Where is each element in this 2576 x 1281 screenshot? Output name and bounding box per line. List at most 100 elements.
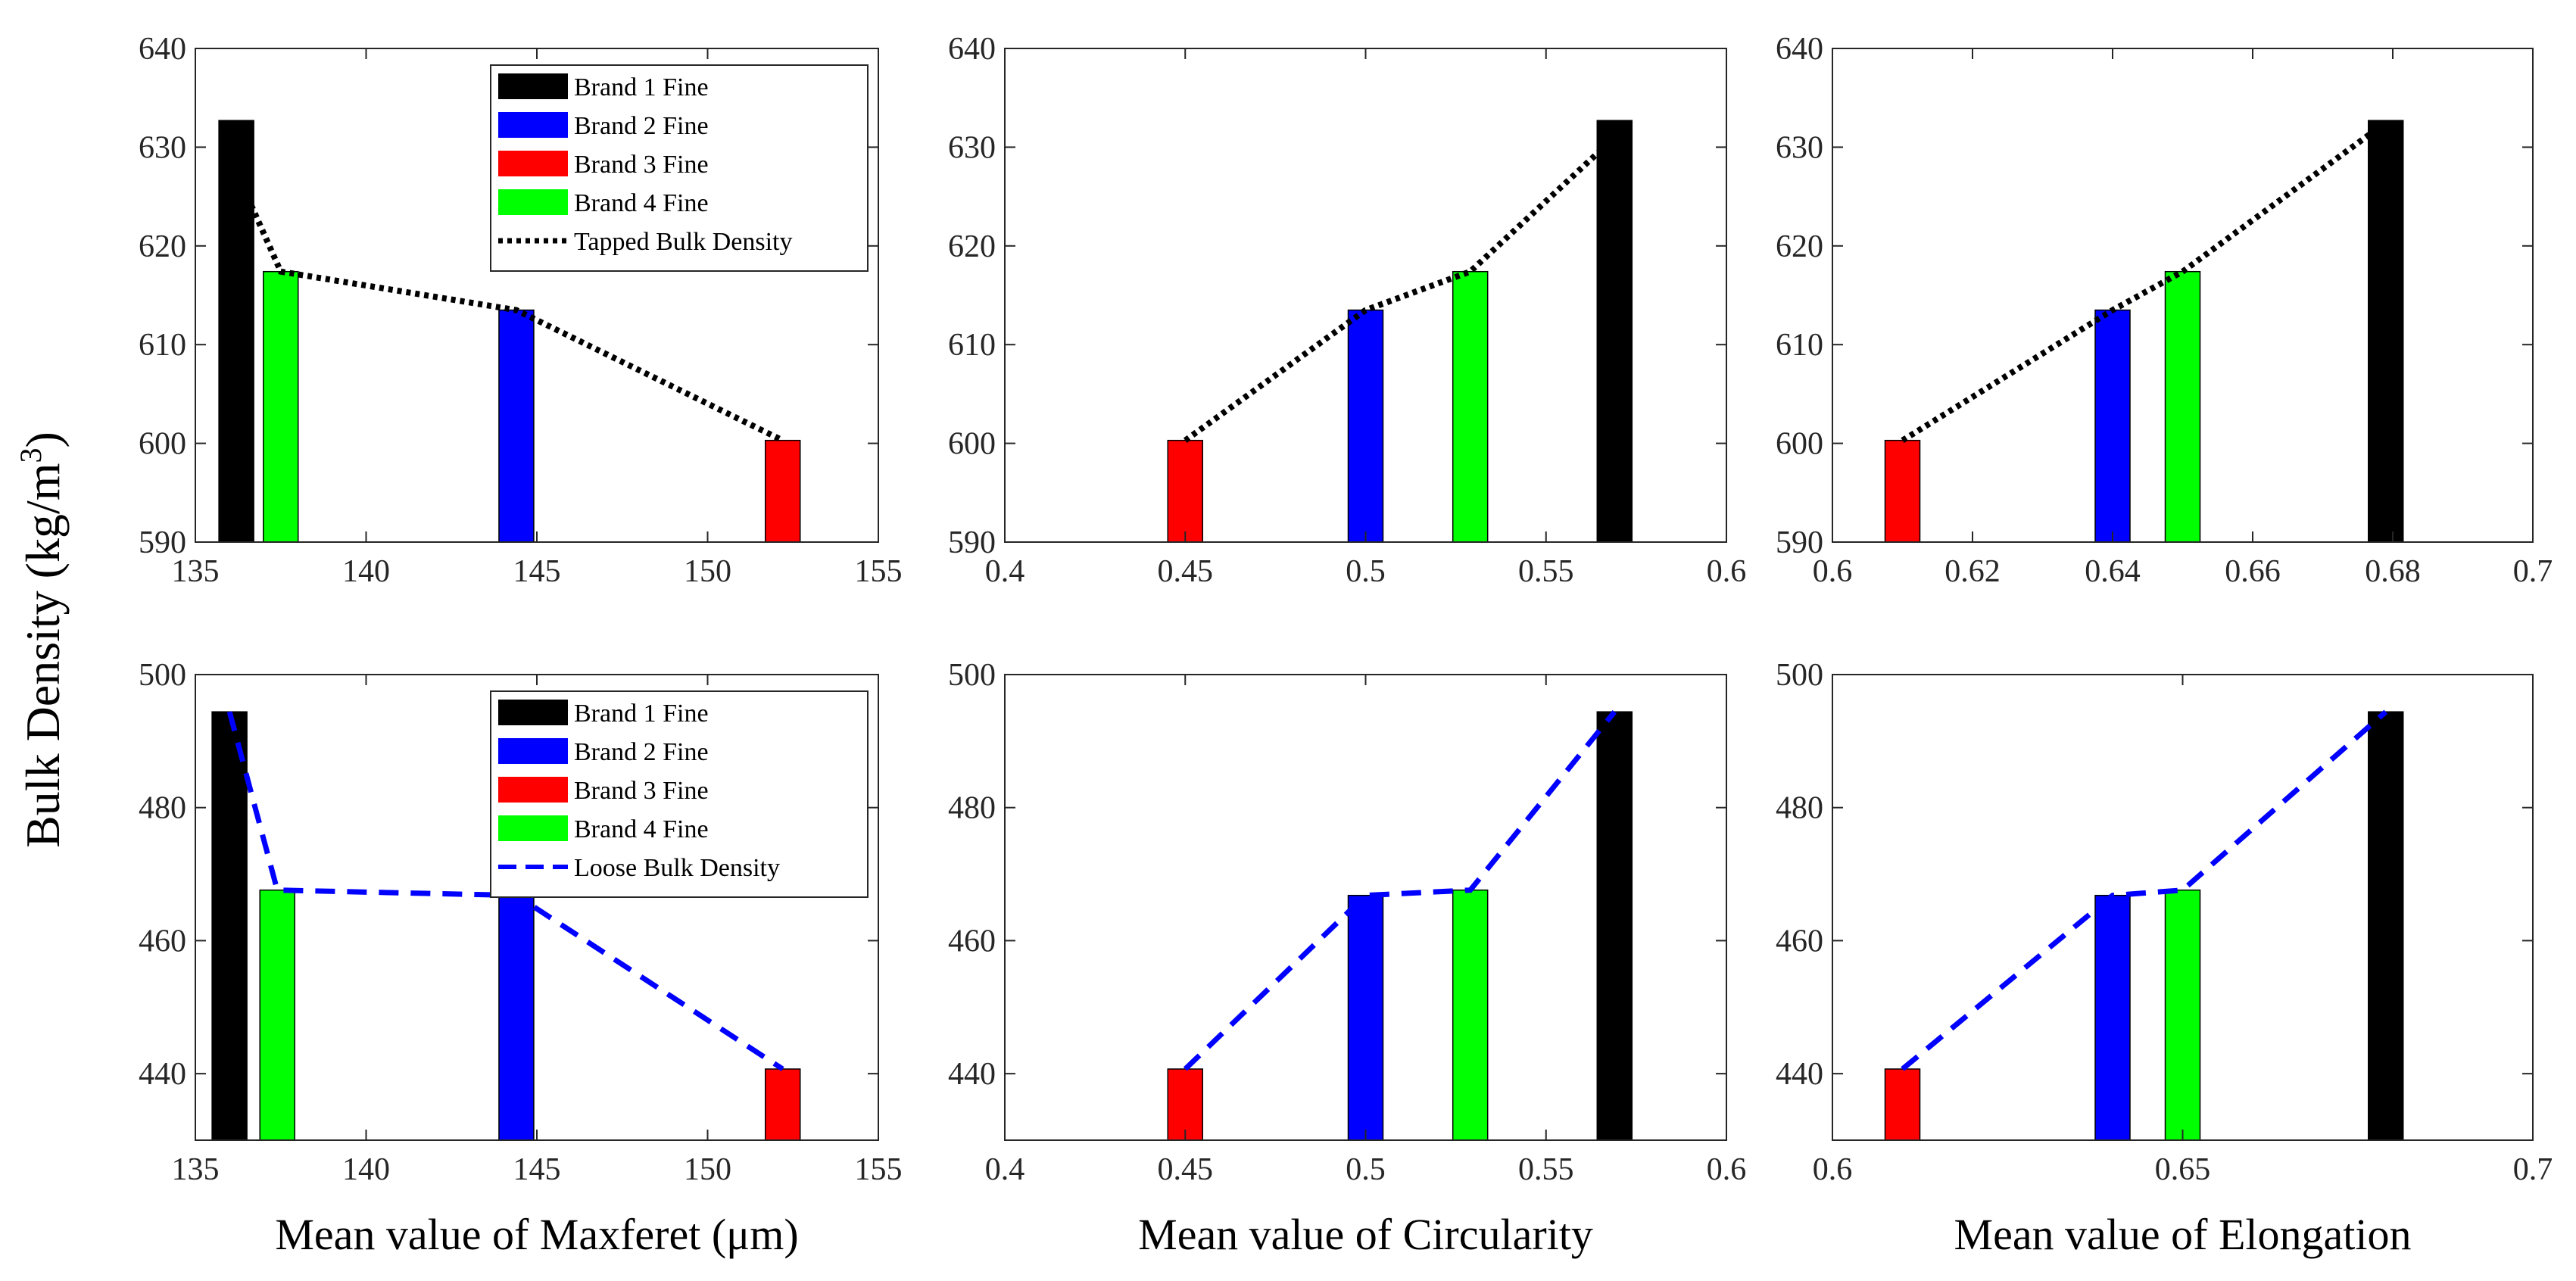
y-tick-label: 600 (139, 427, 186, 462)
legend-swatch (498, 151, 568, 176)
legend-swatch (498, 815, 568, 841)
y-tick-label: 620 (139, 229, 186, 264)
x-tick-label: 0.5 (1346, 1152, 1386, 1187)
y-tick-label: 610 (139, 328, 186, 363)
y-tick-label: 500 (948, 658, 996, 693)
bar-brand-2-fine (1347, 894, 1384, 1141)
x-tick-label: 140 (342, 1152, 390, 1187)
x-tick-label: 0.6 (1707, 1152, 1747, 1187)
bar-brand-2-fine (498, 309, 535, 543)
legend-entry: Tapped Bulk Density (574, 228, 792, 256)
axes-box (1832, 48, 2534, 543)
y-tick-label: 610 (1776, 328, 1823, 363)
x-tick-label: 0.45 (1158, 1152, 1214, 1187)
legend-entry: Brand 3 Fine (574, 151, 709, 179)
chart-top-right: 0.6 0.62 0.64 0.66 0.68 0.7 590 600 610 620 630 640 (1776, 32, 2553, 589)
chart-bottom-middle: 0.4 0.45 0.5 0.55 0.6 440 460 480 500 Mean value … (948, 658, 1746, 1259)
legend-entry: Brand 1 Fine (574, 700, 709, 728)
y-tick-label: 500 (1776, 658, 1823, 693)
tapped-density-line (1183, 135, 1617, 443)
x-tick-label: 0.62 (1944, 554, 2001, 589)
x-tick-label: 0.55 (1518, 1152, 1574, 1187)
x-tick-label: 150 (684, 554, 731, 589)
bar-brand-2-fine (2094, 894, 2131, 1141)
tapped-density-line (1901, 120, 2388, 444)
legend-entry: Brand 1 Fine (574, 73, 709, 101)
bar-brand-1-fine (211, 711, 248, 1141)
bar-brand-3-fine (764, 439, 801, 543)
x-tick-label: 135 (172, 554, 220, 589)
x-tick-label: 150 (684, 1152, 731, 1187)
legend: Brand 1 Fine Brand 2 Fine Brand 3 Fine Bran… (490, 64, 869, 272)
x-axis-label: Mean value of Maxferet (μm) (275, 1210, 798, 1259)
y-tick-label: 600 (1776, 427, 1823, 462)
chart-top-left: 135 140 145 150 155 590 600 610 620 630 640 Brand 1… (139, 32, 903, 589)
bar-brand-4-fine (259, 889, 295, 1141)
y-tick-label: 460 (1776, 924, 1823, 958)
x-tick-label: 0.6 (1707, 554, 1747, 589)
x-tick-label: 0.65 (2155, 1152, 2211, 1187)
legend-entry: Brand 4 Fine (574, 189, 709, 217)
y-axis-label: Bulk Density (kg/m3) (14, 432, 70, 848)
x-tick-label: 0.5 (1346, 554, 1386, 589)
y-tick-label: 460 (948, 924, 996, 958)
tapped-density-line (233, 170, 784, 444)
y-tick-label: 590 (1776, 525, 1823, 560)
legend-swatch (498, 738, 568, 764)
loose-density-line (1901, 709, 2388, 1071)
x-tick-label: 135 (172, 1152, 220, 1187)
x-axis-label: Mean value of Elongation (1954, 1210, 2412, 1259)
bar-brand-3-fine (1884, 1068, 1921, 1141)
bar-brand-4-fine (1452, 889, 1489, 1141)
x-axis-label: Mean value of Circularity (1138, 1210, 1593, 1259)
chart-bottom-right: 0.6 0.65 0.7 440 460 480 500 Mean value of Elon… (1776, 658, 2553, 1259)
bar-brand-1-fine (2368, 711, 2404, 1141)
x-tick-label: 0.45 (1158, 554, 1214, 589)
y-tick-label: 610 (948, 328, 996, 363)
legend-entry: Brand 2 Fine (574, 112, 709, 140)
legend-entry: Brand 3 Fine (574, 777, 709, 805)
y-axis-label-superscript: 3 (14, 447, 48, 463)
loose-density-line (226, 711, 784, 1071)
y-tick-label: 640 (948, 32, 996, 67)
y-tick-label: 620 (1776, 229, 1823, 264)
y-tick-label: 440 (139, 1057, 186, 1092)
legend-swatch (498, 112, 568, 138)
x-tick-label: 0.68 (2365, 554, 2421, 589)
y-tick-label: 460 (139, 924, 186, 958)
x-tick-label: 140 (342, 554, 390, 589)
bar-brand-4-fine (263, 270, 299, 543)
bar-brand-3-fine (1884, 439, 1921, 543)
y-tick-label: 640 (139, 32, 186, 67)
bar-brand-4-fine (2164, 889, 2201, 1141)
y-tick-label: 480 (139, 791, 186, 826)
bar-brand-4-fine (1452, 270, 1489, 543)
loose-density-line (1183, 709, 1617, 1071)
x-tick-label: 0.7 (2513, 554, 2553, 589)
x-tick-label: 0.4 (985, 554, 1025, 589)
bar-brand-2-fine (1347, 309, 1384, 543)
legend-swatch (498, 189, 568, 215)
y-tick-label: 480 (1776, 791, 1823, 826)
bar-brand-1-fine (1596, 711, 1633, 1141)
chart-bottom-left: 135 140 145 150 155 440 460 480 500 Mean value of… (139, 658, 903, 1259)
chart-top-middle: 0.4 0.45 0.5 0.55 0.6 590 600 610 620 630 640 (948, 32, 1746, 589)
y-tick-label: 480 (948, 791, 996, 826)
y-tick-label: 440 (1776, 1057, 1823, 1092)
bar-brand-1-fine (218, 120, 254, 543)
x-tick-label: 0.6 (1813, 1152, 1853, 1187)
y-tick-label: 590 (139, 525, 186, 560)
bar-brand-3-fine (1167, 439, 1203, 543)
x-tick-label: 0.7 (2513, 1152, 2553, 1187)
legend-entry: Brand 2 Fine (574, 738, 709, 766)
legend: Brand 1 Fine Brand 2 Fine Brand 3 Fine Bran… (490, 690, 869, 898)
bar-brand-1-fine (2368, 120, 2404, 543)
bar-brand-3-fine (764, 1068, 801, 1141)
y-tick-label: 500 (139, 658, 186, 693)
x-tick-label: 145 (513, 1152, 561, 1187)
legend-swatch (498, 700, 568, 725)
x-tick-label: 0.64 (2085, 554, 2141, 589)
legend-entry: Brand 4 Fine (574, 815, 709, 843)
bar-brand-3-fine (1167, 1068, 1203, 1141)
